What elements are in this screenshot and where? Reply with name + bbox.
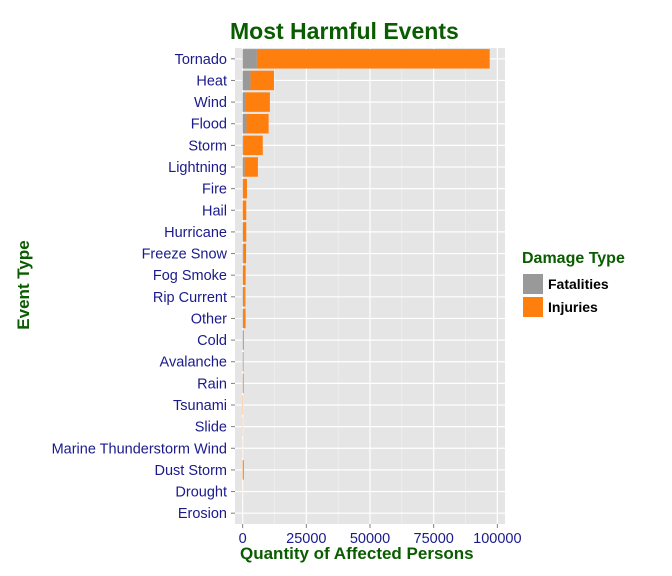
bar-injuries-fire (242, 178, 247, 199)
y-tick-label: Fire (202, 182, 227, 198)
bar-injuries-storm (243, 135, 263, 156)
y-tick-label: Rain (197, 376, 227, 392)
y-tick-label: Marine Thunderstorm Wind (52, 441, 227, 457)
y-tick-label: Other (191, 311, 227, 327)
y-tick-label: Flood (191, 117, 227, 133)
y-tick-label: Heat (196, 73, 227, 89)
legend-label-injuries: Injuries (548, 298, 598, 315)
y-axis: Tornado Heat Wind Flood Storm Lightning Fire Ha… (52, 52, 235, 522)
x-tick-label: 100000 (473, 531, 521, 547)
legend: Damage Type Fatalities Injuries (522, 250, 625, 318)
bar-injuries-flood (246, 113, 269, 134)
bar-fatalities-wind (242, 92, 246, 112)
legend-item-injuries: Injuries (522, 295, 625, 318)
y-tick-label: Freeze Snow (142, 247, 228, 263)
bar-injuries-rain (242, 373, 244, 394)
legend-item-fatalities: Fatalities (522, 272, 625, 295)
legend-swatch-injuries (522, 295, 544, 318)
legend-title: Damage Type (522, 250, 625, 267)
bar-fatalities-lightning (242, 157, 245, 177)
chart-title: Most Harmful Events (230, 18, 459, 44)
bar-injuries-freeze-snow (243, 243, 247, 264)
y-tick-label: Lightning (168, 160, 227, 176)
x-axis-label: Quantity of Affected Persons (240, 544, 474, 563)
bar-group (242, 49, 490, 523)
y-tick-label: Drought (175, 485, 227, 501)
y-tick-label: Wind (194, 95, 227, 111)
bar-injuries-rip-current (244, 287, 246, 307)
bar-fatalities-flood (242, 113, 247, 134)
bar-fatalities-heat (242, 70, 251, 91)
x-tick-label: 25000 (286, 531, 326, 547)
bar-injuries-lightning (244, 157, 258, 177)
bar-fatalities-cold (242, 330, 244, 350)
bar-injuries-hurricane (242, 222, 247, 242)
y-tick-label: Hurricane (164, 225, 227, 241)
bar-injuries-dust-storm (242, 460, 244, 480)
bar-fatalities-rip-current (242, 287, 245, 307)
y-tick-label: Slide (195, 420, 227, 436)
y-tick-label: Erosion (178, 506, 227, 522)
y-tick-label: Cold (197, 333, 227, 349)
y-axis-label: Event Type (14, 240, 33, 330)
bar-fatalities-freeze-snow (242, 243, 244, 264)
y-tick-label: Dust Storm (154, 463, 227, 479)
bar-injuries-cold (243, 330, 244, 350)
y-tick-label: Tornado (175, 52, 227, 68)
y-tick-label: Tsunami (173, 398, 227, 414)
bar-fatalities-avalanche (242, 351, 244, 372)
y-tick-label: Storm (188, 138, 227, 154)
legend-label-fatalities: Fatalities (548, 275, 609, 292)
bar-injuries-hail (242, 200, 247, 221)
x-axis: 0 25000 50000 75000 100000 (239, 524, 522, 547)
x-tick-label: 0 (239, 531, 247, 547)
y-tick-label: Hail (202, 203, 227, 219)
bar-injuries-wind (245, 92, 270, 112)
y-tick-label: Rip Current (153, 290, 227, 306)
y-tick-label: Fog Smoke (153, 268, 227, 284)
bar-fatalities-tornado (242, 49, 257, 69)
legend-swatch-fatalities (522, 272, 544, 295)
y-tick-label: Avalanche (160, 355, 227, 371)
x-tick-label: 75000 (414, 531, 454, 547)
bar-fatalities-storm (242, 135, 244, 156)
bar-injuries-fog-smoke (242, 265, 246, 285)
bar-injuries-other (243, 308, 246, 329)
bar-injuries-tornado (256, 49, 490, 69)
bar-injuries-heat (250, 70, 274, 91)
x-tick-label: 50000 (350, 531, 390, 547)
